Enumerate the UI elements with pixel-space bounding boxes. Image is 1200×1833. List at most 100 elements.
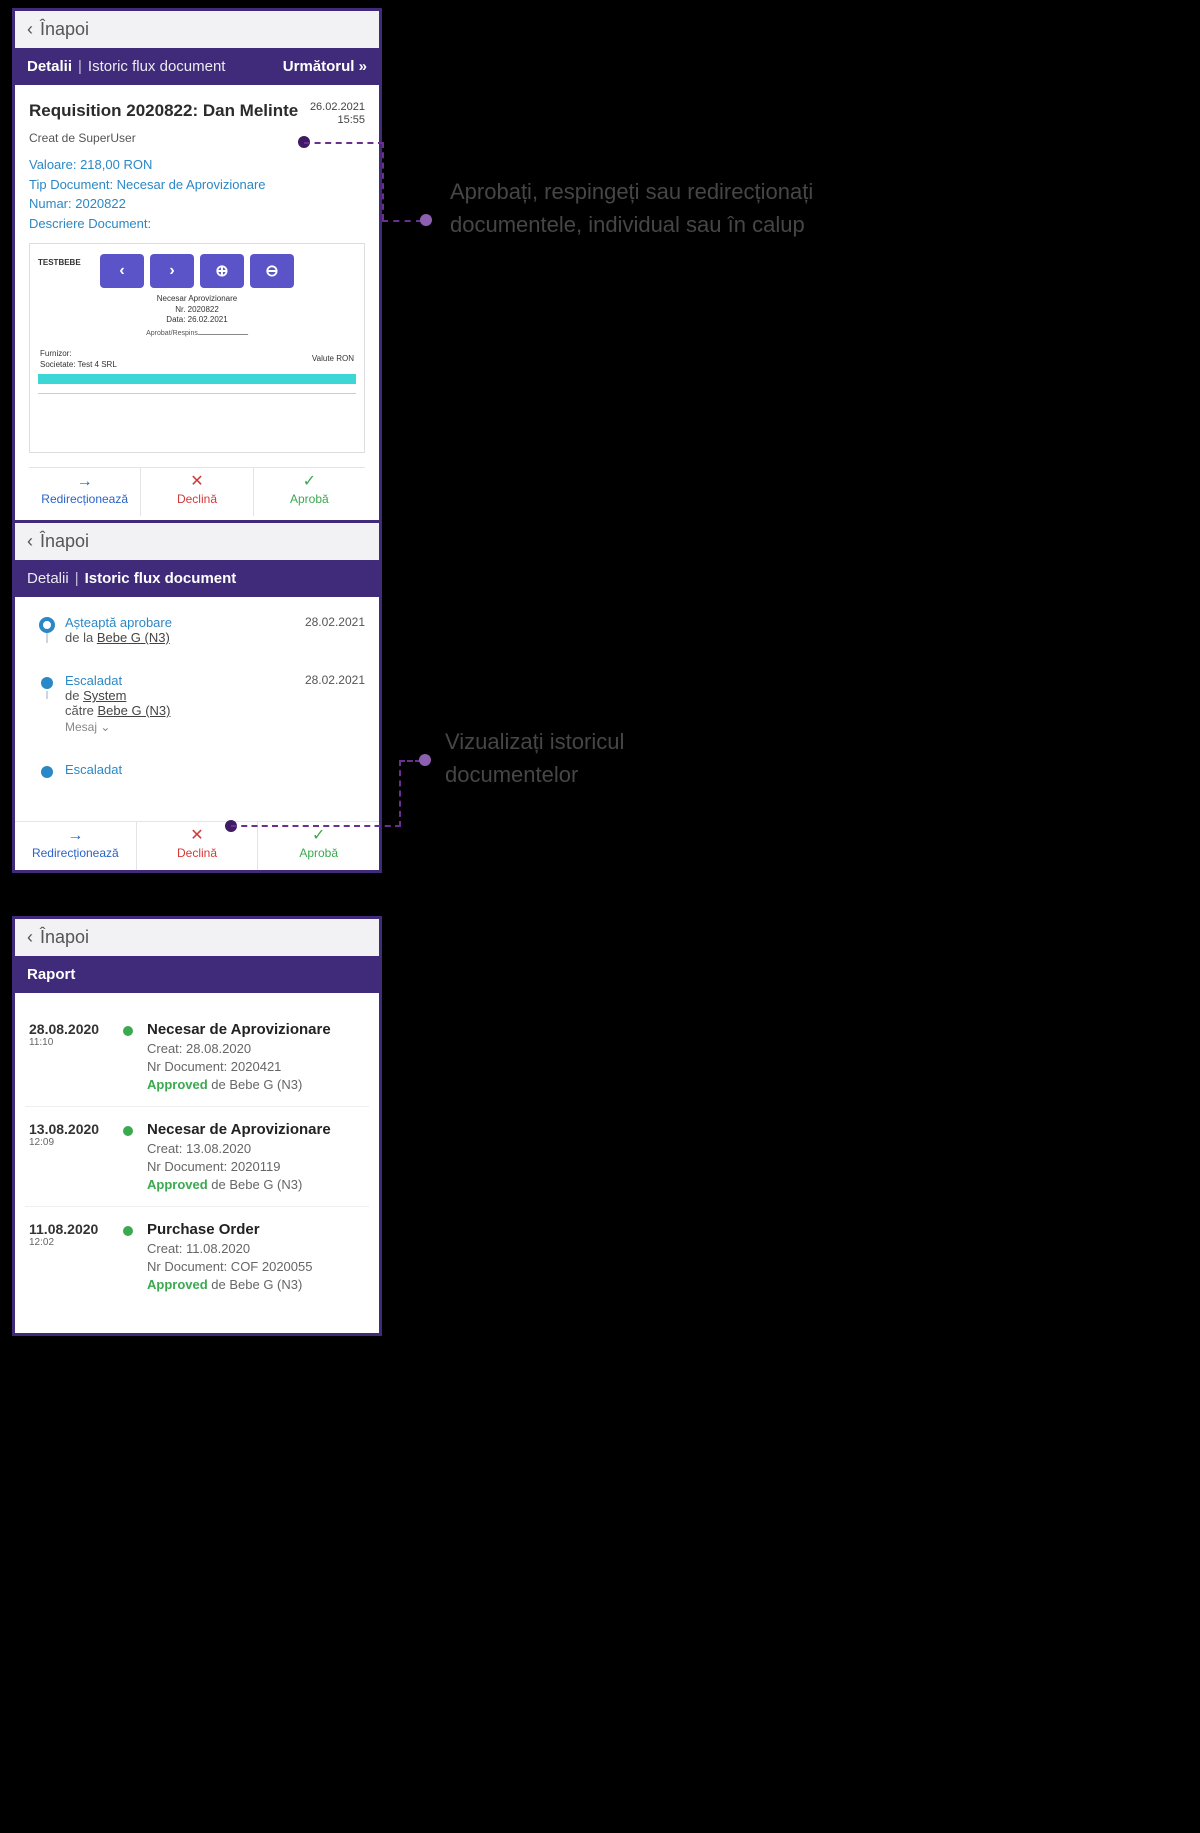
report-item[interactable]: 28.08.202011:10 Necesar de Aprovizionare C… <box>25 1007 369 1107</box>
report-status: Approved de Bebe G (N3) <box>147 1177 365 1192</box>
meta-block: Valoare: 218,00 RON Tip Document: Necesa… <box>29 155 365 233</box>
next-label: Următorul <box>283 58 355 75</box>
report-docnr: Nr Document: 2020119 <box>147 1159 365 1174</box>
report-item[interactable]: 13.08.202012:09Necesar de AprovizionareC… <box>25 1107 369 1207</box>
redirect-button[interactable]: → Redirecționează <box>15 822 137 870</box>
next-button[interactable]: Următorul » <box>283 58 367 75</box>
meta-desc: Descriere Document: <box>29 214 365 234</box>
status-dot-icon <box>123 1226 133 1236</box>
report-body: Purchase OrderCreat: 11.08.2020Nr Docume… <box>147 1221 365 1292</box>
annotation-marker <box>419 754 431 766</box>
preview-line3: Data: 26.02.2021 <box>157 315 237 325</box>
meta-doctype: Tip Document: Necesar de Aprovizionare <box>29 175 365 195</box>
decline-label: Declină <box>177 492 217 506</box>
timeline-line <box>46 691 48 699</box>
tab-separator: | <box>75 570 79 587</box>
timeline-sub: către Bebe G (N3) <box>65 703 305 718</box>
preview-next-button[interactable]: › <box>150 254 194 288</box>
timeline-dot-icon <box>41 677 53 689</box>
report-created: Creat: 28.08.2020 <box>147 1041 365 1056</box>
timeline-dot-icon <box>39 617 55 633</box>
preview-zoom-in-button[interactable]: ⊕ <box>200 254 244 288</box>
report-created: Creat: 13.08.2020 <box>147 1141 365 1156</box>
approve-label: Aprobă <box>290 492 329 506</box>
action-bar: → Redirecționează ✕ Declină ✓ Aprobă <box>29 467 365 516</box>
annotation-connector <box>399 760 401 827</box>
approve-icon: ✓ <box>312 828 325 844</box>
tab-history[interactable]: Istoric flux document <box>85 570 237 587</box>
tab-history[interactable]: Istoric flux document <box>88 58 226 75</box>
back-chevron-icon: ‹ <box>27 927 33 947</box>
report-title: Necesar de Aprovizionare <box>147 1021 365 1038</box>
approve-icon: ✓ <box>303 474 316 490</box>
phone-screen-history: ‹ Înapoi Detalii | Istoric flux document… <box>12 520 382 873</box>
annotation-connector <box>382 220 422 222</box>
status-dot-icon <box>123 1026 133 1036</box>
timeline-date: 28.02.2021 <box>305 615 365 629</box>
timeline-item: Escaladat <box>29 762 365 806</box>
preview-table-row <box>38 384 356 394</box>
phone-screen-details: ‹ Înapoi Detalii | Istoric flux document… <box>12 8 382 529</box>
report-created: Creat: 11.08.2020 <box>147 1241 365 1256</box>
zoom-out-icon: ⊖ <box>265 261 278 281</box>
tab-bar: Detalii | Istoric flux document <box>15 560 379 597</box>
preview-table-header <box>38 374 356 384</box>
report-docnr: Nr Document: 2020421 <box>147 1059 365 1074</box>
meta-value: Valoare: 218,00 RON <box>29 155 365 175</box>
decline-button[interactable]: ✕ Declină <box>141 468 253 516</box>
back-label: Înapoi <box>40 927 89 947</box>
timeline-state: Așteaptă aprobare <box>65 615 305 630</box>
back-bar[interactable]: ‹ Înapoi <box>15 523 379 560</box>
document-title: Requisition 2020822: Dan Melinte <box>29 101 298 121</box>
preview-zoom-out-button[interactable]: ⊖ <box>250 254 294 288</box>
timeline-sub: de System <box>65 688 305 703</box>
decline-button[interactable]: ✕ Declină <box>137 822 259 870</box>
phone-screen-report: ‹ Înapoi Raport 28.08.202011:10 Necesar d… <box>12 916 382 1336</box>
timeline-body: Escaladatde Systemcătre Bebe G (N3) Mesaj… <box>65 673 305 734</box>
report-body: Necesar de Aprovizionare Creat: 28.08.202… <box>147 1021 365 1092</box>
preview-left: Furnizor: Societate: Test 4 SRL <box>40 349 117 370</box>
report-title: Raport <box>27 966 75 983</box>
preview-prev-button[interactable]: ‹ <box>100 254 144 288</box>
tab-separator: | <box>78 58 82 75</box>
approve-button[interactable]: ✓ Aprobă <box>258 822 379 870</box>
annotation-marker <box>420 214 432 226</box>
report-item[interactable]: 11.08.202012:02Purchase OrderCreat: 11.0… <box>25 1207 369 1306</box>
redirect-icon: → <box>77 474 93 490</box>
time-label: 15:55 <box>310 114 365 127</box>
tab-details[interactable]: Detalii <box>27 570 69 587</box>
next-chevron-icon: » <box>359 58 367 75</box>
redirect-button[interactable]: → Redirecționează <box>29 468 141 516</box>
annotation-text: Aprobați, respingeți sau redirecționați … <box>450 175 870 241</box>
redirect-label: Redirecționează <box>32 846 119 860</box>
timeline-message-toggle[interactable]: Mesaj ⌄ <box>65 720 305 734</box>
back-chevron-icon: ‹ <box>27 531 33 551</box>
action-bar: → Redirecționează ✕ Declină ✓ Aprobă <box>15 821 379 870</box>
preview-left1: Furnizor: <box>40 349 117 359</box>
report-date: 28.08.202011:10 <box>29 1021 109 1092</box>
back-bar[interactable]: ‹ Înapoi <box>15 11 379 48</box>
back-label: Înapoi <box>40 19 89 39</box>
date-label: 26.02.2021 <box>310 101 365 114</box>
report-body: Necesar de AprovizionareCreat: 13.08.202… <box>147 1121 365 1192</box>
decline-label: Declină <box>177 846 217 860</box>
timeline-body: Așteaptă aprobarede la Bebe G (N3) <box>65 615 305 645</box>
timeline-line <box>46 633 48 643</box>
report-list: 28.08.202011:10Necesar de AprovizionareC… <box>15 993 379 1320</box>
tab-bar: Detalii | Istoric flux document Următoru… <box>15 48 379 85</box>
decline-icon: ✕ <box>190 828 203 844</box>
timeline-date: 28.02.2021 <box>305 673 365 687</box>
back-bar[interactable]: ‹ Înapoi <box>15 919 379 956</box>
approve-button[interactable]: ✓ Aprobă <box>254 468 365 516</box>
annotation-connector <box>304 142 384 144</box>
preview-heading: Necesar Aprovizionare Nr. 2020822 Data: … <box>157 294 237 325</box>
redirect-label: Redirecționează <box>41 492 128 506</box>
preview-left2: Societate: Test 4 SRL <box>40 360 117 370</box>
timeline-state: Escaladat <box>65 673 305 688</box>
back-chevron-icon: ‹ <box>27 19 33 39</box>
report-title: Purchase Order <box>147 1221 365 1238</box>
status-dot-icon <box>123 1126 133 1136</box>
timeline-item: Așteaptă aprobarede la Bebe G (N3)28.02.… <box>29 615 365 673</box>
tab-details[interactable]: Detalii <box>27 58 72 75</box>
back-label: Înapoi <box>40 531 89 551</box>
